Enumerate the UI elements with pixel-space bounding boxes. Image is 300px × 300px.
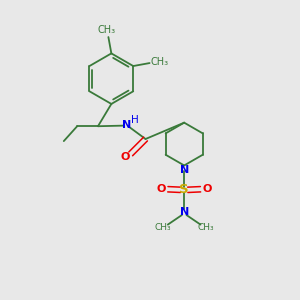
Text: N: N xyxy=(180,165,189,175)
Text: N: N xyxy=(122,120,131,130)
Text: O: O xyxy=(121,152,130,162)
Text: N: N xyxy=(180,207,189,217)
Text: H: H xyxy=(131,115,138,125)
Text: CH₃: CH₃ xyxy=(154,223,171,232)
Text: CH₃: CH₃ xyxy=(151,58,169,68)
Text: CH₃: CH₃ xyxy=(198,223,214,232)
Text: O: O xyxy=(157,184,166,194)
Text: O: O xyxy=(202,184,212,194)
Text: CH₃: CH₃ xyxy=(98,25,116,35)
Text: S: S xyxy=(179,183,189,196)
